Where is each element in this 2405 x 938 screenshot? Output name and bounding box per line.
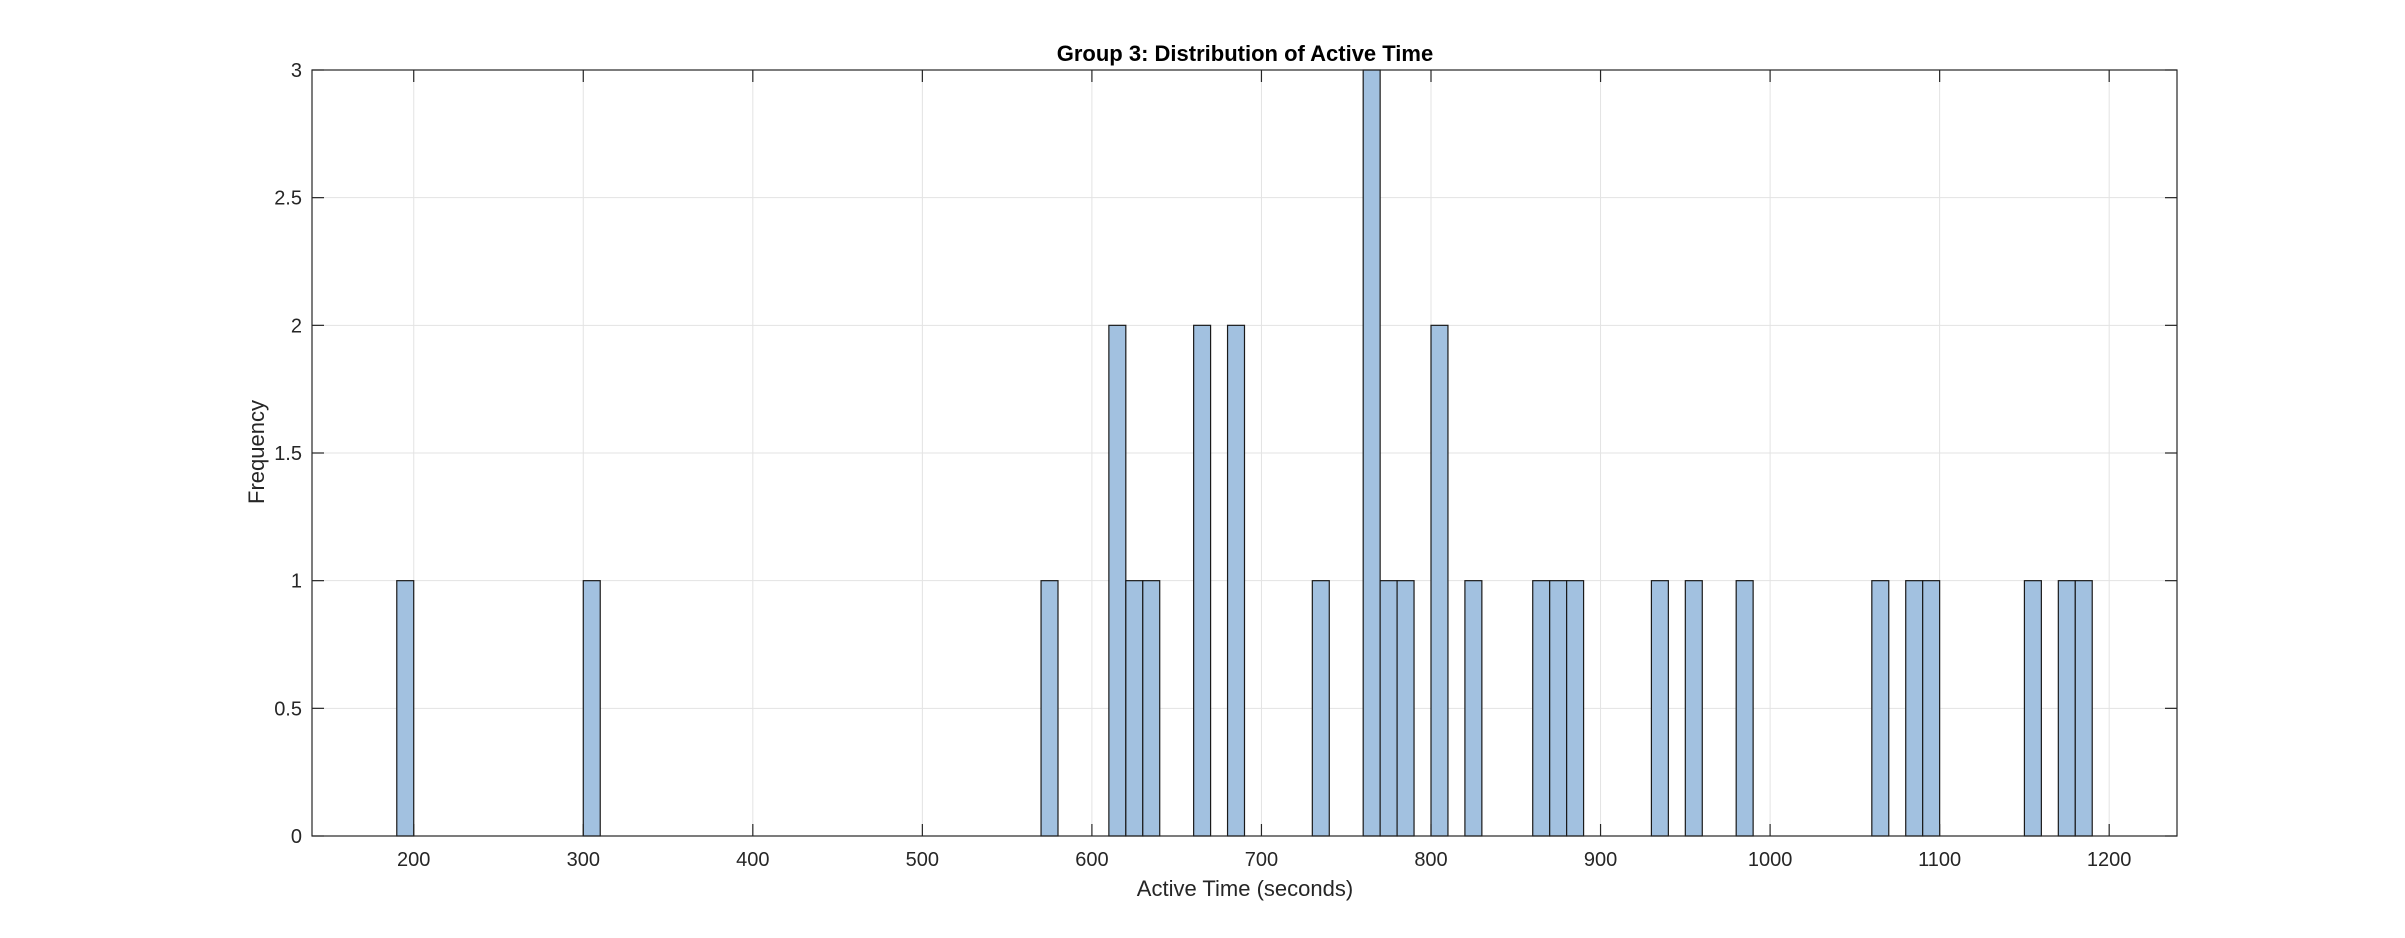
y-tick-label: 1 — [291, 571, 302, 593]
chart-title: Group 3: Distribution of Active Time — [1057, 41, 1433, 66]
x-tick-label: 200 — [397, 849, 430, 871]
x-tick-label: 1200 — [2087, 849, 2132, 871]
histogram-bar — [1922, 580, 1941, 837]
histogram-bar — [582, 580, 601, 837]
x-tick-label: 800 — [1414, 849, 1447, 871]
histogram-bar — [1684, 580, 1703, 837]
histogram-bars — [396, 69, 2093, 837]
y-tick-label: 1.5 — [274, 443, 302, 465]
histogram-bar — [1125, 580, 1144, 837]
x-tick-label: 1100 — [1918, 849, 1961, 871]
histogram-bar — [1871, 580, 1890, 837]
plot-frame — [311, 69, 2178, 837]
histogram-bar — [2023, 580, 2042, 837]
y-tick-label: 0.5 — [274, 698, 302, 720]
x-tick-label: 300 — [567, 849, 600, 871]
y-tick-label: 2.5 — [274, 188, 302, 210]
x-axis-label: Active Time (seconds) — [1137, 876, 1353, 901]
x-tick-label: 1000 — [1748, 849, 1793, 871]
x-tick-label: 400 — [736, 849, 769, 871]
histogram-bar — [1396, 580, 1415, 837]
histogram-bar — [1311, 580, 1330, 837]
x-tick-label: 500 — [906, 849, 939, 871]
x-tick-label: 700 — [1245, 849, 1278, 871]
histogram-bar — [2057, 580, 2076, 837]
histogram-bar — [1532, 580, 1551, 837]
histogram-bar — [1650, 580, 1669, 837]
y-tick-labels: 0 0.5 1 1.5 2 2.5 3 — [274, 60, 302, 848]
histogram-bar — [396, 580, 415, 837]
x-tick-labels: 200 300 400 500 600 700 800 900 1000 1100 1200 — [397, 849, 2131, 871]
histogram-bar — [1142, 580, 1161, 837]
y-tick-label: 2 — [291, 315, 302, 337]
x-tick-label: 900 — [1584, 849, 1617, 871]
histogram-bar — [1430, 324, 1449, 837]
x-tick-label: 600 — [1075, 849, 1108, 871]
histogram-bar — [2074, 580, 2093, 837]
histogram-bar — [1464, 580, 1483, 837]
histogram-bar — [1226, 324, 1246, 837]
histogram-bar — [1549, 580, 1568, 837]
histogram-bar — [1040, 580, 1059, 837]
histogram-bar — [1193, 324, 1212, 837]
y-tick-label: 3 — [291, 60, 302, 82]
histogram-bar — [1905, 580, 1924, 837]
y-tick-label: 0 — [291, 826, 302, 848]
histogram-bar — [1362, 69, 1381, 837]
histogram-bar — [1566, 580, 1585, 837]
histogram-bar — [1108, 324, 1127, 837]
histogram-bar — [1735, 580, 1754, 837]
y-axis-label: Frequency — [244, 400, 269, 504]
histogram-bar — [1379, 580, 1398, 837]
